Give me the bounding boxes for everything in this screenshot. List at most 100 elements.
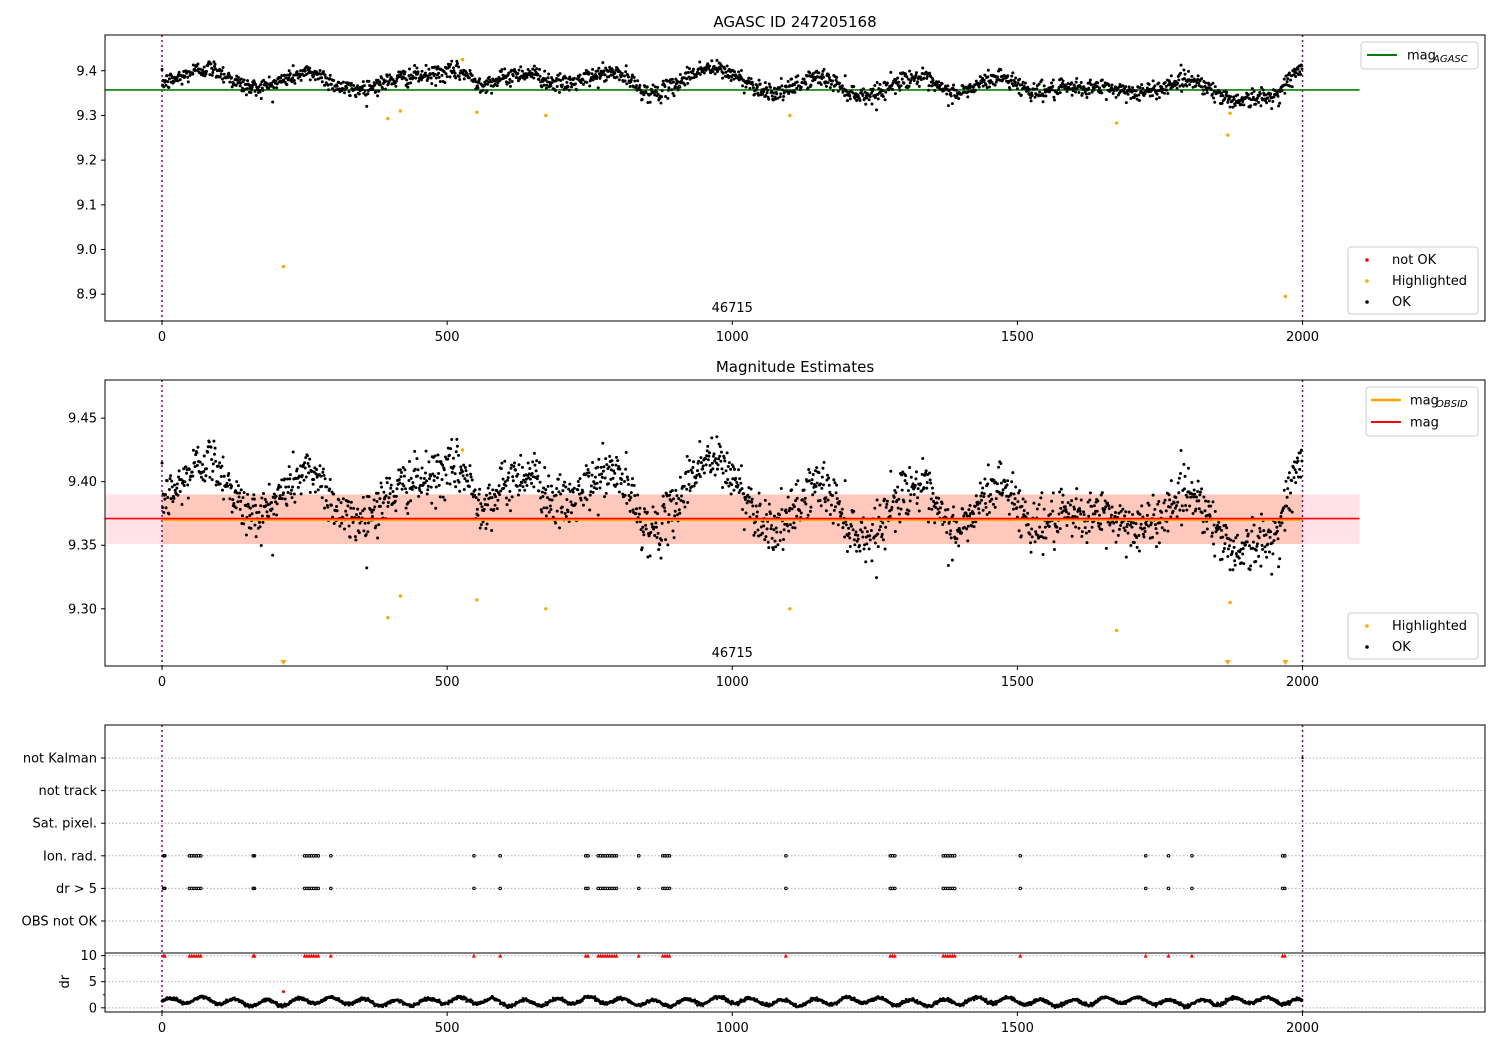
ok-point (339, 81, 343, 85)
ok-point (1009, 78, 1013, 82)
ok-point (588, 84, 592, 88)
ok-point (871, 87, 875, 91)
ok-point (258, 90, 262, 94)
ok-point (1034, 530, 1038, 534)
ok-point (495, 507, 499, 511)
ok-point (950, 558, 954, 562)
ok-point (1151, 535, 1155, 539)
ok-point (1112, 521, 1116, 525)
ok-point (680, 494, 684, 498)
ok-point (907, 509, 911, 513)
ok-point (1078, 506, 1082, 510)
ok-point (207, 440, 211, 444)
ok-point (473, 493, 477, 497)
ok-point (559, 492, 563, 496)
ok-point (321, 70, 325, 74)
legend-marker (1365, 624, 1369, 628)
ok-point (1194, 495, 1198, 499)
ok-point (799, 85, 803, 89)
ok-point (1232, 539, 1236, 543)
ok-point (642, 93, 646, 97)
ok-point (571, 490, 575, 494)
ok-point (1178, 508, 1182, 512)
ok-point (451, 456, 455, 460)
ok-point (985, 86, 989, 90)
ok-point (508, 84, 512, 88)
ok-point (804, 502, 808, 506)
ok-point (881, 95, 885, 99)
ok-point (305, 454, 309, 458)
ok-point (1257, 100, 1261, 104)
ok-point (540, 85, 544, 89)
ok-point (668, 493, 672, 497)
ok-point (373, 505, 377, 509)
ok-point (1233, 559, 1237, 563)
ok-point (715, 58, 719, 62)
ok-point (864, 560, 868, 564)
ok-point (914, 477, 918, 481)
ok-point (1084, 92, 1088, 96)
ok-point (534, 469, 538, 473)
ok-point (1059, 77, 1063, 81)
ok-point (1129, 97, 1133, 101)
ok-point (240, 86, 244, 90)
ok-point (1061, 79, 1065, 83)
ok-point (799, 511, 803, 515)
ok-point (729, 78, 733, 82)
ok-point (817, 71, 821, 75)
ok-point (1007, 512, 1011, 516)
ok-point (1026, 511, 1030, 515)
ok-point (908, 466, 912, 470)
ok-point (654, 521, 658, 525)
ok-point (503, 459, 507, 463)
ok-point (254, 82, 258, 86)
ok-point (283, 497, 287, 501)
ok-point (726, 465, 730, 469)
ok-point (1230, 550, 1234, 554)
ok-point (220, 464, 224, 468)
ok-point (831, 521, 835, 525)
ok-point (587, 71, 591, 75)
ok-point (1085, 541, 1089, 545)
ok-point (1093, 512, 1097, 516)
ok-point (1163, 528, 1167, 532)
ok-point (928, 478, 932, 482)
ok-point (437, 483, 441, 487)
ok-point (894, 491, 898, 495)
ok-point (511, 74, 515, 78)
ok-point (412, 484, 416, 488)
ok-point (1017, 91, 1021, 95)
ok-point (320, 80, 324, 84)
ok-point (806, 86, 810, 90)
ok-point (220, 69, 224, 73)
ok-point (1052, 98, 1056, 102)
highlighted-point (398, 109, 403, 113)
ok-point (629, 491, 633, 495)
ok-point (440, 73, 444, 77)
ok-point (453, 71, 457, 75)
ok-point (1103, 507, 1107, 511)
ok-point (304, 475, 308, 479)
ok-point (823, 500, 827, 504)
ok-point (193, 465, 197, 469)
ok-point (328, 477, 332, 481)
ok-point (475, 507, 479, 511)
x-tick-label: 1500 (1001, 330, 1034, 345)
ok-point (1017, 529, 1021, 533)
ok-point (764, 93, 768, 97)
ok-point (736, 75, 740, 79)
ok-point (210, 478, 214, 482)
ok-point (511, 475, 515, 479)
ok-point (178, 78, 182, 82)
ok-point (539, 496, 543, 500)
ok-point (1192, 488, 1196, 492)
ok-point (369, 508, 373, 512)
out-of-range-marker (280, 660, 287, 665)
ok-point (228, 80, 232, 84)
ok-point (364, 533, 368, 537)
ok-point (873, 541, 877, 545)
ok-point (1286, 77, 1290, 81)
ok-point (993, 505, 997, 509)
ok-point (532, 64, 536, 68)
ok-point (781, 98, 785, 102)
